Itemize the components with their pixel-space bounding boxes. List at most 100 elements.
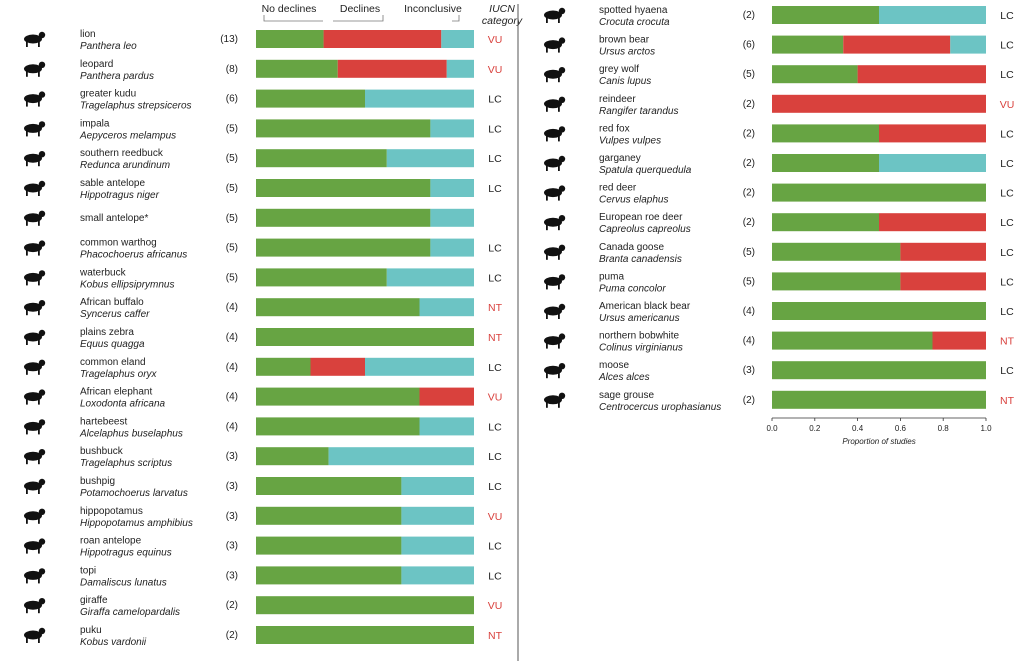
species-common-name: small antelope* bbox=[80, 213, 148, 224]
species-scientific-name: Tragelaphus strepsiceros bbox=[80, 101, 192, 112]
iucn-category: LC bbox=[488, 421, 502, 433]
iucn-category: VU bbox=[1000, 99, 1015, 111]
study-count: (6) bbox=[226, 94, 238, 105]
giraffe-icon bbox=[24, 598, 46, 614]
study-count: (4) bbox=[743, 306, 755, 317]
study-count: (4) bbox=[226, 302, 238, 313]
roan-antelope-icon bbox=[24, 538, 46, 554]
bar-segment-inconclusive bbox=[401, 477, 474, 495]
bar-segment-no-declines bbox=[256, 417, 420, 436]
iucn-category: LC bbox=[1000, 188, 1014, 200]
iucn-category: NT bbox=[1000, 395, 1015, 407]
elephant-icon bbox=[24, 389, 46, 405]
species-common-name: bushbuck bbox=[80, 446, 124, 457]
species-scientific-name: Alces alces bbox=[598, 372, 650, 383]
study-count: (4) bbox=[226, 362, 238, 373]
iucn-category: VU bbox=[488, 34, 503, 46]
species-common-name: hartebeest bbox=[80, 416, 127, 427]
species-scientific-name: Aepyceros melampus bbox=[79, 130, 176, 141]
species-scientific-name: Hippotragus equinus bbox=[80, 548, 172, 559]
bar-segment-declines bbox=[900, 242, 986, 261]
bar-segment-no-declines bbox=[256, 387, 420, 406]
moose-icon bbox=[544, 363, 566, 379]
bar-segment-no-declines bbox=[256, 596, 474, 615]
species-common-name: Canada goose bbox=[599, 242, 664, 253]
black-bear-icon bbox=[544, 303, 566, 319]
species-scientific-name: Redunca arundinum bbox=[80, 160, 170, 171]
bar-segment-no-declines bbox=[772, 183, 986, 202]
legend-inconclusive: Inconclusive bbox=[404, 3, 462, 15]
study-count: (5) bbox=[743, 247, 755, 258]
bar-segment-declines bbox=[879, 124, 986, 143]
species-common-name: puma bbox=[599, 271, 624, 282]
iucn-category: NT bbox=[488, 630, 503, 642]
bar-segment-no-declines bbox=[256, 268, 387, 287]
bar-segment-no-declines bbox=[772, 242, 901, 261]
study-count: (5) bbox=[226, 213, 238, 224]
study-count: (5) bbox=[226, 272, 238, 283]
species-common-name: African elephant bbox=[80, 387, 152, 398]
species-common-name: hippopotamus bbox=[80, 506, 143, 517]
species-common-name: red deer bbox=[599, 183, 637, 194]
study-count: (4) bbox=[743, 336, 755, 347]
bar-segment-no-declines bbox=[772, 35, 844, 54]
iucn-category: LC bbox=[1000, 306, 1014, 318]
iucn-category: LC bbox=[488, 451, 502, 463]
legend-bracket-declines bbox=[333, 15, 384, 22]
roe-deer-icon bbox=[544, 215, 566, 231]
eland-icon bbox=[24, 359, 46, 375]
iucn-category: NT bbox=[488, 332, 503, 344]
iucn-category: NT bbox=[488, 302, 503, 314]
species-scientific-name: Canis lupus bbox=[599, 76, 651, 87]
species-scientific-name: Loxodonta africana bbox=[80, 399, 166, 410]
species-scientific-name: Giraffa camelopardalis bbox=[80, 607, 180, 618]
bar-segment-no-declines bbox=[772, 154, 879, 172]
lion-icon bbox=[24, 31, 46, 47]
study-count: (4) bbox=[226, 421, 238, 432]
iucn-header-line-1: IUCN bbox=[489, 3, 515, 15]
bar-segment-inconclusive bbox=[365, 89, 474, 108]
bar-segment-inconclusive bbox=[401, 506, 474, 525]
iucn-category: LC bbox=[488, 570, 502, 582]
bar-segment-inconclusive bbox=[950, 35, 986, 54]
iucn-category: VU bbox=[488, 511, 503, 523]
species-common-name: brown bear bbox=[599, 35, 650, 46]
bar-segment-no-declines bbox=[256, 179, 431, 197]
red-fox-icon bbox=[544, 126, 566, 142]
legend-bracket-inconclusive bbox=[452, 15, 460, 22]
study-count: (2) bbox=[226, 630, 238, 641]
species-scientific-name: Centrocercus urophasianus bbox=[599, 402, 721, 413]
bar-segment-declines bbox=[900, 272, 986, 291]
hippopotamus-icon bbox=[24, 508, 46, 524]
species-scientific-name: Phacochoerus africanus bbox=[80, 250, 187, 261]
iucn-category: LC bbox=[1000, 69, 1014, 81]
study-count: (3) bbox=[226, 481, 238, 492]
sage-grouse-icon bbox=[544, 392, 566, 408]
iucn-category: LC bbox=[1000, 128, 1014, 140]
species-scientific-name: Tragelaphus scriptus bbox=[80, 458, 172, 469]
species-common-name: greater kudu bbox=[80, 89, 136, 100]
bar-segment-inconclusive bbox=[386, 268, 474, 287]
bar-segment-no-declines bbox=[256, 506, 402, 525]
bar-segment-no-declines bbox=[256, 566, 402, 585]
study-count: (3) bbox=[743, 365, 755, 376]
iucn-header-line-2: category bbox=[482, 15, 523, 27]
iucn-category: VU bbox=[488, 600, 503, 612]
iucn-category: LC bbox=[1000, 276, 1014, 288]
study-count: (5) bbox=[743, 69, 755, 80]
iucn-category: LC bbox=[488, 362, 502, 374]
iucn-category: LC bbox=[1000, 217, 1014, 229]
iucn-category: LC bbox=[1000, 247, 1014, 259]
